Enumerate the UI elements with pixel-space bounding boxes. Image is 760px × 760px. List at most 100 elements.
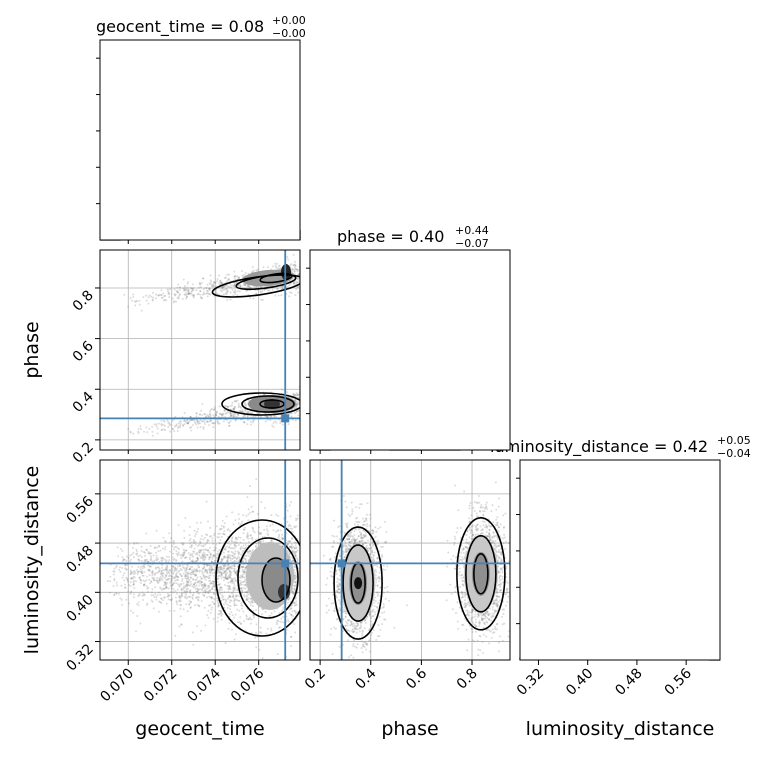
- scatter-point: [248, 616, 251, 619]
- scatter-point: [214, 281, 217, 284]
- panel-geocent_time-vs-phase: [100, 250, 300, 450]
- scatter-point: [227, 277, 230, 280]
- scatter-point: [197, 588, 200, 591]
- scatter-point: [338, 583, 341, 586]
- scatter-point: [158, 579, 161, 582]
- scatter-point: [274, 294, 277, 297]
- scatter-point: [171, 419, 174, 422]
- scatter-point: [233, 407, 236, 410]
- scatter-point: [294, 577, 297, 580]
- scatter-point: [296, 400, 299, 403]
- scatter-point: [268, 615, 271, 618]
- scatter-point: [237, 536, 240, 539]
- scatter-point: [294, 544, 297, 547]
- scatter-point: [258, 412, 261, 415]
- scatter-point: [281, 388, 284, 391]
- contour: [221, 392, 300, 416]
- scatter-point: [175, 601, 178, 604]
- scatter-point: [172, 541, 175, 544]
- scatter-point: [215, 410, 218, 413]
- scatter-point: [248, 285, 251, 288]
- scatter-point: [203, 565, 206, 568]
- title-luminosity-distance: luminosity_distance = 0.42: [490, 437, 708, 457]
- scatter-point: [188, 600, 191, 603]
- scatter-point: [229, 411, 232, 414]
- scatter-point: [211, 580, 214, 583]
- scatter-point: [230, 415, 233, 418]
- scatter-point: [393, 626, 396, 629]
- scatter-point: [171, 571, 174, 574]
- scatter-point: [141, 572, 144, 575]
- scatter-point: [238, 551, 241, 554]
- scatter-point: [233, 582, 236, 585]
- scatter-point: [200, 544, 203, 547]
- scatter-point: [289, 291, 292, 294]
- scatter-point: [180, 592, 183, 595]
- scatter-point: [251, 549, 254, 552]
- scatter-point: [204, 569, 207, 572]
- scatter-point: [220, 524, 223, 527]
- scatter-point: [245, 554, 248, 557]
- scatter-point: [343, 556, 346, 559]
- scatter-point: [229, 599, 232, 602]
- scatter-point: [372, 543, 375, 546]
- scatter-point: [240, 604, 243, 607]
- scatter-point: [293, 551, 296, 554]
- scatter-point: [294, 393, 297, 396]
- scatter-point: [156, 427, 159, 430]
- scatter-point: [203, 559, 206, 562]
- scatter-point: [240, 587, 243, 590]
- scatter-point: [130, 570, 133, 573]
- scatter-point: [190, 576, 193, 579]
- scatter-point: [142, 430, 145, 433]
- scatter-point: [193, 547, 196, 550]
- scatter-point: [263, 528, 266, 531]
- scatter-point: [224, 548, 227, 551]
- scatter-point: [206, 585, 209, 588]
- scatter-point: [178, 564, 181, 567]
- scatter-point: [225, 545, 228, 548]
- scatter-point: [136, 614, 139, 617]
- scatter-point: [229, 411, 232, 414]
- scatter-point: [203, 583, 206, 586]
- scatter-point: [145, 299, 148, 302]
- scatter-point: [175, 582, 178, 585]
- scatter-point: [196, 587, 199, 590]
- scatter-point: [187, 580, 190, 583]
- scatter-point: [276, 619, 279, 622]
- scatter-point: [294, 260, 297, 263]
- scatter-point: [338, 582, 341, 585]
- scatter-point: [193, 604, 196, 607]
- scatter-point: [176, 565, 179, 568]
- scatter-point: [132, 583, 135, 586]
- scatter-point: [362, 533, 365, 536]
- scatter-point: [295, 525, 298, 528]
- scatter-point: [250, 618, 253, 621]
- scatter-point: [344, 542, 347, 545]
- scatter-point: [338, 567, 341, 570]
- scatter-point: [338, 607, 341, 610]
- scatter-point: [239, 409, 242, 412]
- scatter-point: [165, 574, 168, 577]
- scatter-point: [207, 592, 210, 595]
- scatter-point: [250, 551, 253, 554]
- scatter-point: [186, 574, 189, 577]
- scatter-point: [189, 576, 192, 579]
- scatter-point: [213, 571, 216, 574]
- scatter-point: [160, 569, 163, 572]
- scatter-point: [167, 577, 170, 580]
- scatter-point: [122, 558, 125, 561]
- scatter-point: [183, 567, 186, 570]
- scatter-point: [297, 410, 300, 413]
- scatter-point: [294, 631, 297, 634]
- scatter-point: [275, 530, 278, 533]
- scatter-point: [174, 573, 177, 576]
- scatter-point: [287, 620, 290, 623]
- scatter-point: [255, 646, 258, 649]
- scatter-point: [191, 552, 194, 555]
- scatter-point: [167, 560, 170, 563]
- scatter-point: [149, 555, 152, 558]
- title-phase: phase = 0.40: [337, 227, 444, 246]
- scatter-point: [256, 411, 259, 414]
- scatter-point: [239, 582, 242, 585]
